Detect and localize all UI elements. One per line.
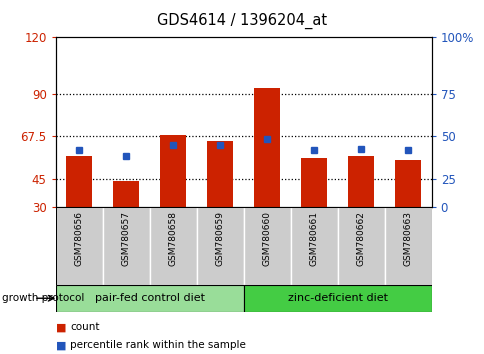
Text: GSM780662: GSM780662: [356, 211, 365, 266]
Bar: [254, 88, 280, 207]
Bar: [243, 207, 290, 285]
Bar: [301, 158, 326, 207]
Text: growth protocol: growth protocol: [2, 293, 85, 303]
Text: GSM780657: GSM780657: [121, 211, 131, 266]
Bar: [243, 285, 431, 312]
Text: GSM780660: GSM780660: [262, 211, 271, 266]
Bar: [113, 181, 139, 207]
Bar: [197, 207, 243, 285]
Text: GSM780656: GSM780656: [75, 211, 84, 266]
Bar: [103, 207, 150, 285]
Bar: [160, 135, 186, 207]
Bar: [290, 207, 337, 285]
Bar: [384, 207, 431, 285]
Text: GSM780658: GSM780658: [168, 211, 177, 266]
Text: GDS4614 / 1396204_at: GDS4614 / 1396204_at: [157, 12, 327, 29]
Bar: [348, 156, 373, 207]
Bar: [337, 207, 384, 285]
Text: percentile rank within the sample: percentile rank within the sample: [70, 340, 246, 350]
Text: ■: ■: [56, 322, 66, 332]
Text: GSM780663: GSM780663: [403, 211, 412, 266]
Bar: [66, 156, 92, 207]
Bar: [56, 207, 103, 285]
Bar: [207, 141, 233, 207]
Text: GSM780661: GSM780661: [309, 211, 318, 266]
Bar: [150, 207, 197, 285]
Text: ■: ■: [56, 340, 66, 350]
Text: pair-fed control diet: pair-fed control diet: [94, 293, 204, 303]
Bar: [56, 285, 243, 312]
Text: zinc-deficient diet: zinc-deficient diet: [287, 293, 387, 303]
Text: GSM780659: GSM780659: [215, 211, 224, 266]
Text: count: count: [70, 322, 100, 332]
Bar: [394, 160, 420, 207]
